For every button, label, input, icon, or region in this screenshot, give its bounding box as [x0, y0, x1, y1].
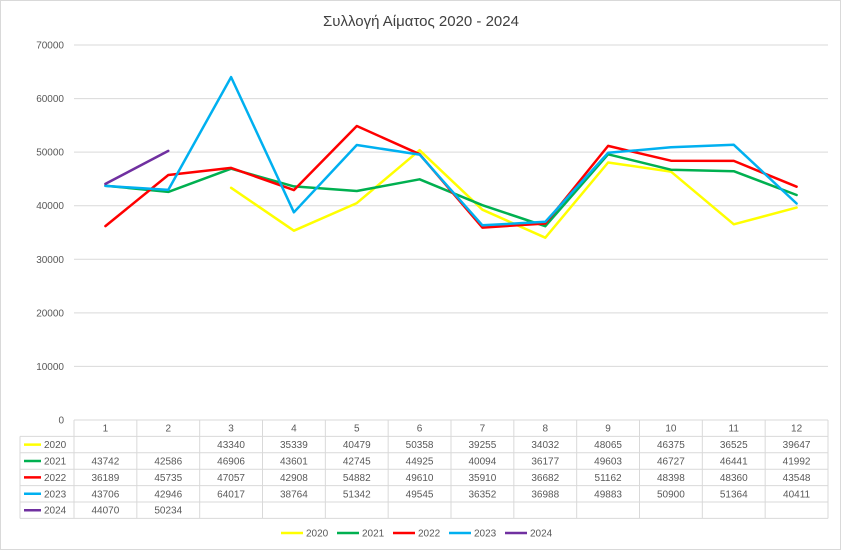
table-series-label: 2023 — [44, 489, 67, 500]
table-cell: 43340 — [217, 440, 245, 451]
table-cell: 64017 — [217, 489, 245, 500]
table-cell: 46441 — [720, 457, 748, 468]
y-axis: 0 10000 20000 30000 40000 50000 60000 70000 — [36, 41, 64, 427]
table-cell: 46375 — [657, 440, 685, 451]
table-cell: 43548 — [783, 473, 811, 484]
table-cell: 50234 — [154, 506, 182, 517]
table-cell: 49610 — [406, 473, 434, 484]
table-series-label: 2021 — [44, 457, 67, 468]
table-cell: 36189 — [92, 473, 120, 484]
table-cell: 42745 — [343, 457, 371, 468]
legend-entry: 2021 — [362, 529, 385, 540]
y-tick-label: 10000 — [36, 362, 64, 373]
table-cell: 51364 — [720, 489, 748, 500]
table-cell: 40479 — [343, 440, 371, 451]
x-tick-label: 11 — [729, 424, 740, 435]
y-tick-label: 50000 — [36, 148, 64, 159]
y-tick-label: 30000 — [36, 255, 64, 266]
table-cell: 38764 — [280, 489, 308, 500]
table-cell: 36177 — [531, 457, 559, 468]
table-cell: 49883 — [594, 489, 622, 500]
table-cell: 39255 — [469, 440, 497, 451]
table-cell: 51342 — [343, 489, 371, 500]
table-cell: 48065 — [594, 440, 622, 451]
table-cell: 44070 — [92, 506, 120, 517]
gridlines — [74, 44, 828, 367]
table-cell: 43706 — [92, 489, 120, 500]
table-cell: 41992 — [783, 457, 811, 468]
table-cell: 34032 — [531, 440, 559, 451]
table-series-label: 2020 — [44, 440, 67, 451]
table-cell: 42586 — [154, 457, 182, 468]
x-tick-label: 5 — [354, 424, 360, 435]
x-tick-label: 12 — [791, 424, 803, 435]
table-cell: 39647 — [783, 440, 811, 451]
table-cell: 49603 — [594, 457, 622, 468]
chart-title: Συλλογή Αίματος 2020 - 2024 — [323, 13, 519, 30]
y-tick-label: 60000 — [36, 94, 64, 105]
y-tick-label: 40000 — [36, 201, 64, 212]
table-cell: 45735 — [154, 473, 182, 484]
table-cell: 36988 — [531, 489, 559, 500]
x-tick-label: 4 — [291, 424, 297, 435]
series-lines — [104, 75, 798, 239]
legend-entry: 2024 — [530, 529, 553, 540]
table-cell: 35910 — [469, 473, 497, 484]
table-cell: 50358 — [406, 440, 434, 451]
table-cell: 36352 — [469, 489, 497, 500]
table-cell: 43601 — [280, 457, 308, 468]
table-cell: 36525 — [720, 440, 748, 451]
x-tick-label: 10 — [665, 424, 677, 435]
x-tick-label: 3 — [228, 424, 234, 435]
x-tick-label: 9 — [605, 424, 611, 435]
table-series-label: 2022 — [44, 473, 67, 484]
table-cell: 35339 — [280, 440, 308, 451]
y-tick-label: 20000 — [36, 308, 64, 319]
table-cell: 40094 — [469, 457, 497, 468]
table-cell: 47057 — [217, 473, 245, 484]
table-cell: 42908 — [280, 473, 308, 484]
table-cell: 54882 — [343, 473, 371, 484]
table-series-label: 2024 — [44, 506, 67, 517]
x-tick-label: 6 — [417, 424, 423, 435]
table-cell: 36682 — [531, 473, 559, 484]
series-line-2023 — [104, 75, 798, 227]
x-tick-label: 1 — [103, 424, 109, 435]
table-cell: 42946 — [154, 489, 182, 500]
table-cell: 48398 — [657, 473, 685, 484]
table-cell: 46727 — [657, 457, 685, 468]
table-cell: 43742 — [92, 457, 120, 468]
table-cell: 46906 — [217, 457, 245, 468]
legend-entry: 2022 — [418, 529, 441, 540]
x-tick-label: 8 — [542, 424, 548, 435]
y-tick-label: 70000 — [36, 41, 64, 52]
table-cell: 44925 — [406, 457, 434, 468]
legend-entry: 2020 — [306, 529, 329, 540]
table-cell: 51162 — [595, 473, 623, 484]
x-tick-label: 2 — [165, 424, 171, 435]
table-cell: 40411 — [783, 489, 811, 500]
table-cell: 48360 — [720, 473, 748, 484]
x-tick-label: 7 — [480, 424, 486, 435]
table-cell: 50900 — [657, 489, 685, 500]
legend: 2020 2021 2022 2023 2024 — [281, 529, 553, 540]
y-tick-label: 0 — [58, 416, 64, 427]
legend-entry: 2023 — [474, 529, 497, 540]
table-cell: 49545 — [406, 489, 434, 500]
series-line-2024 — [104, 149, 170, 186]
